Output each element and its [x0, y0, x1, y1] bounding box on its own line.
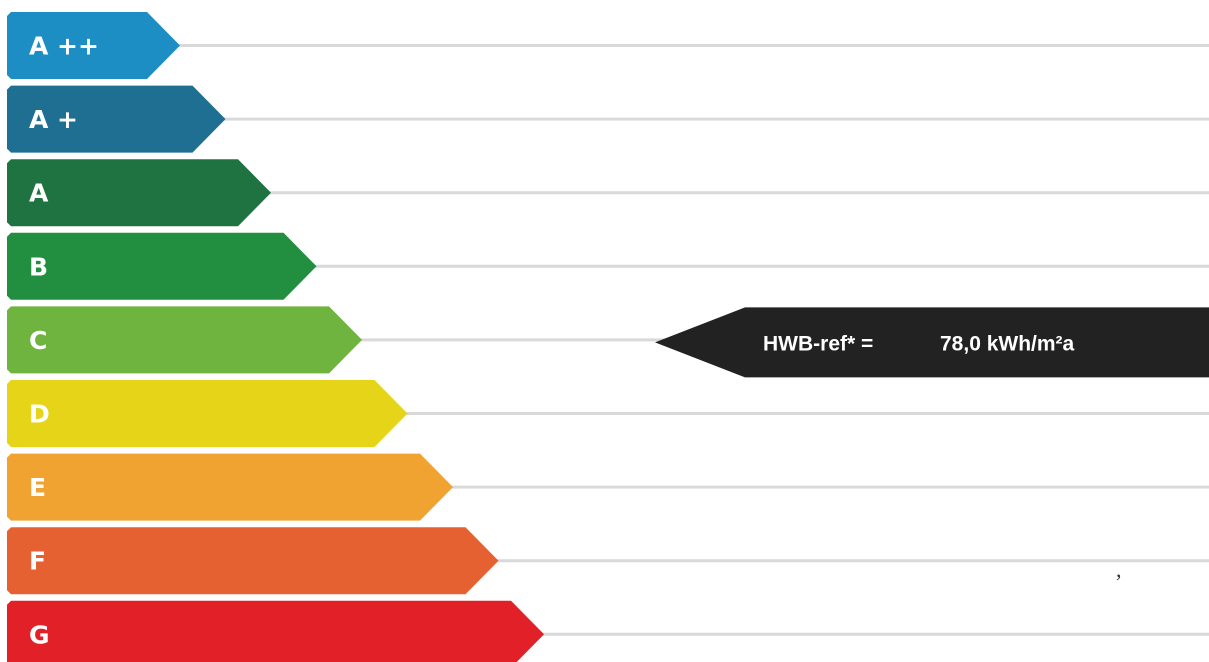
class-label: G [29, 620, 50, 649]
class-arrow [7, 306, 362, 374]
class-arrow [7, 527, 499, 595]
hwb-indicator-value: 78,0 kWh/m²a [940, 332, 1075, 355]
class-arrow [7, 85, 226, 153]
energy-class-arrows: A ++ A + A B C D E F G [7, 12, 544, 662]
class-label: A ++ [29, 32, 99, 61]
class-label: D [29, 400, 50, 429]
class-arrow [7, 159, 271, 227]
class-label: C [29, 326, 47, 355]
class-label: B [29, 252, 48, 281]
class-arrow [7, 600, 544, 662]
hwb-indicator-label: HWB-ref* = [763, 332, 873, 355]
hwb-indicator: HWB-ref* = 78,0 kWh/m²a [655, 307, 1209, 378]
stray-comma-mark: , [1116, 557, 1122, 582]
class-arrow [7, 12, 180, 79]
class-arrow [7, 453, 453, 521]
hwb-indicator-arrow [655, 307, 1209, 378]
class-label: E [29, 473, 46, 502]
class-label: A [29, 179, 49, 208]
class-label: F [29, 547, 46, 576]
class-arrow [7, 380, 408, 447]
class-arrow [7, 232, 317, 300]
class-label: A + [29, 105, 78, 134]
